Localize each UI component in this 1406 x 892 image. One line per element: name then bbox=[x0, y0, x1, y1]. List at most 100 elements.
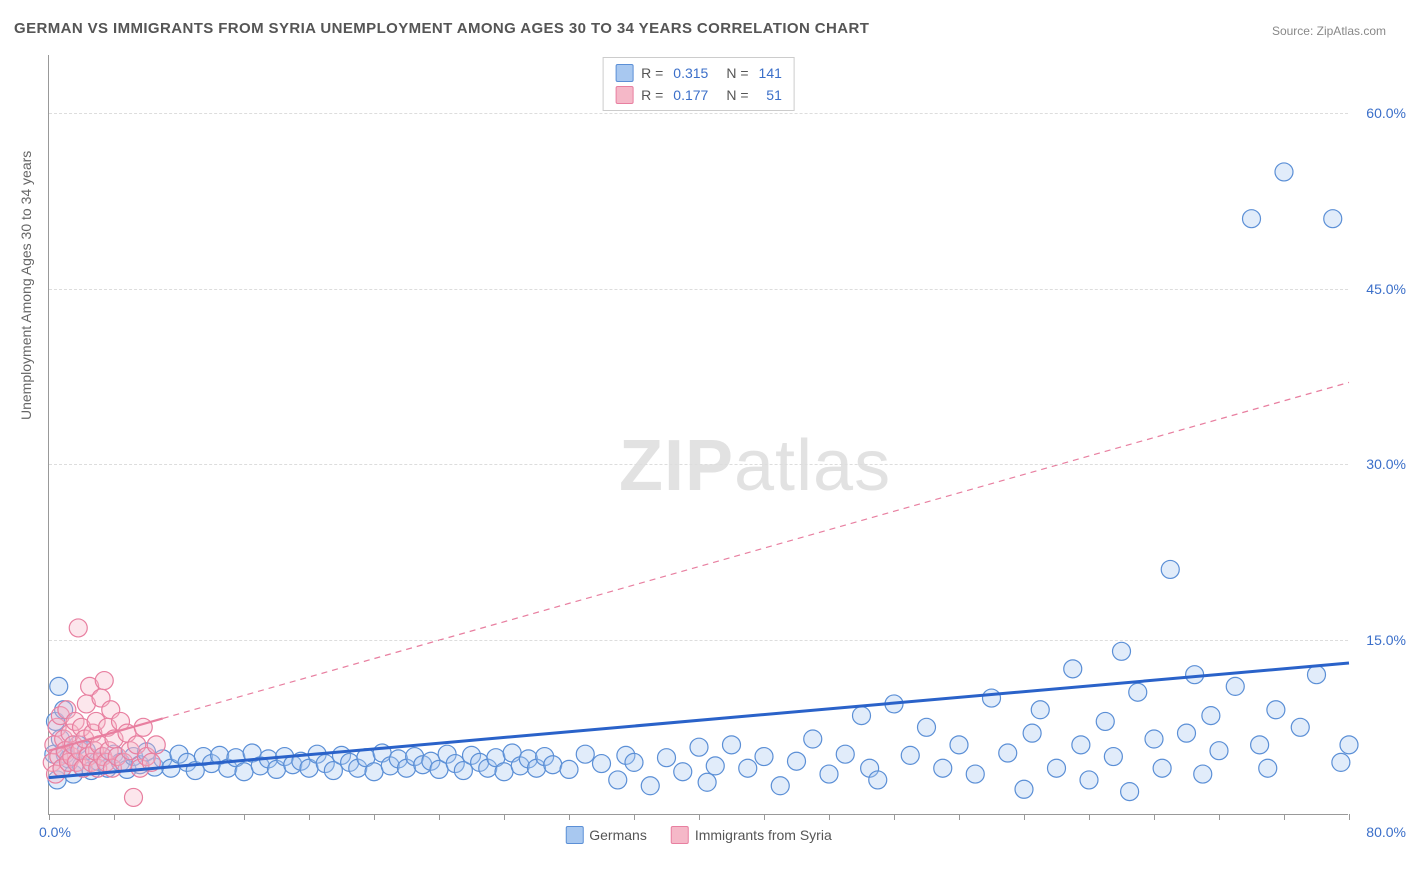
data-point bbox=[1031, 701, 1049, 719]
legend-label: Germans bbox=[589, 827, 647, 843]
data-point bbox=[1194, 765, 1212, 783]
data-point bbox=[1308, 666, 1326, 684]
data-point bbox=[1048, 759, 1066, 777]
y-tick-label: 30.0% bbox=[1366, 456, 1406, 472]
x-tick bbox=[374, 814, 375, 820]
data-point bbox=[69, 619, 87, 637]
x-axis-max-label: 80.0% bbox=[1366, 824, 1406, 840]
source-label: Source: bbox=[1272, 24, 1313, 38]
data-point bbox=[658, 749, 676, 767]
x-tick bbox=[634, 814, 635, 820]
data-point bbox=[134, 718, 152, 736]
data-point bbox=[50, 677, 68, 695]
x-tick bbox=[179, 814, 180, 820]
data-point bbox=[934, 759, 952, 777]
legend-item: Immigrants from Syria bbox=[671, 826, 832, 844]
data-point bbox=[966, 765, 984, 783]
y-tick-label: 45.0% bbox=[1366, 281, 1406, 297]
data-point bbox=[544, 756, 562, 774]
gridline bbox=[49, 464, 1348, 465]
data-point bbox=[918, 718, 936, 736]
x-tick bbox=[569, 814, 570, 820]
data-point bbox=[1226, 677, 1244, 695]
x-tick bbox=[1024, 814, 1025, 820]
data-point bbox=[690, 738, 708, 756]
plot-area: ZIPatlas R =0.315N =141R =0.177N = 51 0.… bbox=[48, 55, 1348, 815]
y-axis-label: Unemployment Among Ages 30 to 34 years bbox=[18, 151, 34, 420]
x-tick bbox=[699, 814, 700, 820]
y-tick-label: 15.0% bbox=[1366, 632, 1406, 648]
data-point bbox=[625, 753, 643, 771]
data-point bbox=[983, 689, 1001, 707]
data-point bbox=[365, 763, 383, 781]
x-axis-min-label: 0.0% bbox=[39, 824, 71, 840]
data-point bbox=[1332, 753, 1350, 771]
data-point bbox=[1291, 718, 1309, 736]
data-point bbox=[495, 763, 513, 781]
gridline bbox=[49, 640, 1348, 641]
data-point bbox=[1243, 210, 1261, 228]
chart-container: GERMAN VS IMMIGRANTS FROM SYRIA UNEMPLOY… bbox=[0, 0, 1406, 892]
data-point bbox=[901, 746, 919, 764]
data-point bbox=[1324, 210, 1342, 228]
data-point bbox=[641, 777, 659, 795]
x-tick bbox=[959, 814, 960, 820]
data-point bbox=[739, 759, 757, 777]
data-point bbox=[674, 763, 692, 781]
x-tick bbox=[829, 814, 830, 820]
data-point bbox=[235, 763, 253, 781]
data-point bbox=[1340, 736, 1358, 754]
data-point bbox=[1267, 701, 1285, 719]
data-point bbox=[593, 755, 611, 773]
data-point bbox=[1153, 759, 1171, 777]
data-point bbox=[804, 730, 822, 748]
x-tick bbox=[1089, 814, 1090, 820]
x-tick bbox=[1154, 814, 1155, 820]
x-tick bbox=[504, 814, 505, 820]
data-point bbox=[125, 788, 143, 806]
source-value: ZipAtlas.com bbox=[1317, 24, 1386, 38]
x-tick bbox=[309, 814, 310, 820]
data-point bbox=[820, 765, 838, 783]
data-point bbox=[1178, 724, 1196, 742]
data-point bbox=[1080, 771, 1098, 789]
data-point bbox=[755, 748, 773, 766]
chart-title: GERMAN VS IMMIGRANTS FROM SYRIA UNEMPLOY… bbox=[14, 20, 869, 37]
data-point bbox=[560, 760, 578, 778]
data-point bbox=[999, 744, 1017, 762]
data-point bbox=[95, 672, 113, 690]
source-attribution: Source: ZipAtlas.com bbox=[1272, 24, 1386, 38]
data-point bbox=[1121, 783, 1139, 801]
x-tick bbox=[1284, 814, 1285, 820]
data-point bbox=[1096, 712, 1114, 730]
data-point bbox=[1251, 736, 1269, 754]
data-point bbox=[1023, 724, 1041, 742]
data-point bbox=[771, 777, 789, 795]
data-point bbox=[788, 752, 806, 770]
x-tick bbox=[1219, 814, 1220, 820]
gridline bbox=[49, 113, 1348, 114]
data-point bbox=[1259, 759, 1277, 777]
x-tick bbox=[49, 814, 50, 820]
data-point bbox=[950, 736, 968, 754]
data-point bbox=[1145, 730, 1163, 748]
data-point bbox=[1161, 560, 1179, 578]
legend-swatch bbox=[565, 826, 583, 844]
legend-swatch bbox=[671, 826, 689, 844]
data-point bbox=[609, 771, 627, 789]
data-point bbox=[1072, 736, 1090, 754]
trend-line bbox=[49, 663, 1349, 778]
data-point bbox=[853, 707, 871, 725]
x-tick bbox=[244, 814, 245, 820]
x-tick bbox=[114, 814, 115, 820]
data-point bbox=[869, 771, 887, 789]
data-point bbox=[1275, 163, 1293, 181]
data-point bbox=[147, 736, 165, 754]
trend-line-extrapolated bbox=[163, 382, 1349, 718]
data-point bbox=[1064, 660, 1082, 678]
x-tick bbox=[439, 814, 440, 820]
data-point bbox=[576, 745, 594, 763]
legend-label: Immigrants from Syria bbox=[695, 827, 832, 843]
x-tick bbox=[894, 814, 895, 820]
data-point bbox=[723, 736, 741, 754]
